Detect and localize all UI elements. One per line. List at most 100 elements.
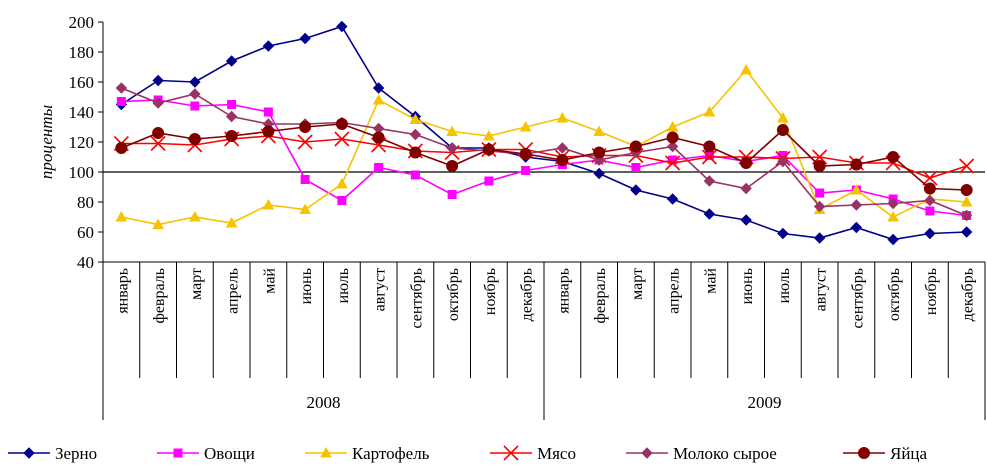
data-point <box>482 143 495 156</box>
legend-item: Зерно <box>8 444 97 463</box>
data-point <box>152 74 164 87</box>
series-6 <box>115 118 973 196</box>
data-point <box>701 149 717 165</box>
data-point <box>335 118 348 130</box>
data-point <box>850 221 863 234</box>
legend-label: Картофель <box>352 444 430 463</box>
data-point <box>776 124 789 136</box>
data-point <box>225 55 238 67</box>
data-point <box>409 113 422 124</box>
legend-label: Овощи <box>204 444 255 463</box>
data-point <box>299 203 311 214</box>
y-tick-label: 180 <box>69 43 95 62</box>
data-point <box>740 182 752 195</box>
y-tick-label: 140 <box>69 103 95 122</box>
series-line <box>120 25 967 241</box>
data-point <box>334 131 350 147</box>
data-point <box>189 76 201 88</box>
series-line <box>121 99 967 217</box>
data-point <box>777 155 789 168</box>
data-point <box>850 183 863 195</box>
data-point <box>519 120 532 132</box>
data-point <box>150 135 166 152</box>
y-axis-title: проценты <box>37 105 56 179</box>
data-point <box>483 129 495 141</box>
data-point <box>887 233 899 246</box>
month-label: декабрь <box>960 268 977 321</box>
year-label: 2009 <box>748 393 782 412</box>
data-point <box>152 127 165 139</box>
data-point <box>777 111 789 123</box>
data-point <box>703 175 716 187</box>
data-point <box>666 131 679 144</box>
series-line <box>121 123 967 191</box>
data-point <box>189 88 201 100</box>
data-point <box>409 128 422 141</box>
month-label: октябрь <box>445 268 462 321</box>
data-point <box>115 82 128 94</box>
data-point <box>665 155 681 171</box>
data-point <box>446 125 458 136</box>
marker-stroke <box>297 134 313 150</box>
data-point <box>815 188 825 198</box>
data-point <box>703 140 716 153</box>
y-tick-label: 100 <box>69 163 95 182</box>
data-point <box>484 176 494 186</box>
data-point <box>630 184 642 196</box>
month-label: июнь <box>298 268 315 304</box>
data-point <box>446 160 459 172</box>
data-point <box>556 142 569 154</box>
legend-marker <box>23 447 35 459</box>
data-point <box>372 82 385 94</box>
data-point <box>703 208 716 220</box>
data-point <box>336 177 348 189</box>
marker-stroke <box>665 155 681 171</box>
marker-stroke <box>959 158 975 174</box>
series-line <box>121 68 967 226</box>
data-point <box>960 184 973 196</box>
data-point <box>372 93 385 105</box>
legend-item: Овощи <box>157 444 255 463</box>
data-point <box>960 226 973 238</box>
data-point <box>521 166 531 175</box>
legend-item: Яйца <box>843 444 928 463</box>
month-label: апрель <box>666 268 683 314</box>
month-label: сентябрь <box>849 268 866 329</box>
data-point <box>629 140 642 153</box>
data-point <box>227 100 237 109</box>
month-label: ноябрь <box>482 268 499 315</box>
data-point <box>922 170 938 186</box>
data-point <box>116 97 126 106</box>
data-point <box>225 130 238 142</box>
series-line <box>121 87 967 217</box>
marker-stroke <box>150 135 166 152</box>
month-label: апрель <box>225 268 242 314</box>
marker-stroke <box>922 170 938 186</box>
data-point <box>923 182 936 195</box>
data-point <box>925 206 935 216</box>
data-point <box>887 210 899 222</box>
legend-marker <box>858 447 870 459</box>
data-point <box>446 142 458 154</box>
data-point <box>850 199 863 211</box>
legend-marker <box>320 446 332 458</box>
legend-label: Молоко сырое <box>673 444 777 463</box>
data-point <box>299 32 311 45</box>
month-label: февраль <box>592 268 609 324</box>
data-point <box>704 151 714 160</box>
data-point <box>740 214 752 226</box>
data-point <box>519 148 532 160</box>
month-label: июль <box>335 268 352 303</box>
data-point <box>262 125 275 138</box>
data-point <box>666 193 679 205</box>
data-point <box>740 157 753 169</box>
data-point <box>374 163 384 172</box>
month-label: август <box>813 268 830 311</box>
legend-marker <box>173 448 183 458</box>
data-point <box>188 133 201 145</box>
legend-marker <box>503 445 519 461</box>
data-point <box>959 158 975 174</box>
month-label: август <box>372 268 389 311</box>
legend-item: Мясо <box>490 444 576 463</box>
month-label: январь <box>555 268 572 314</box>
